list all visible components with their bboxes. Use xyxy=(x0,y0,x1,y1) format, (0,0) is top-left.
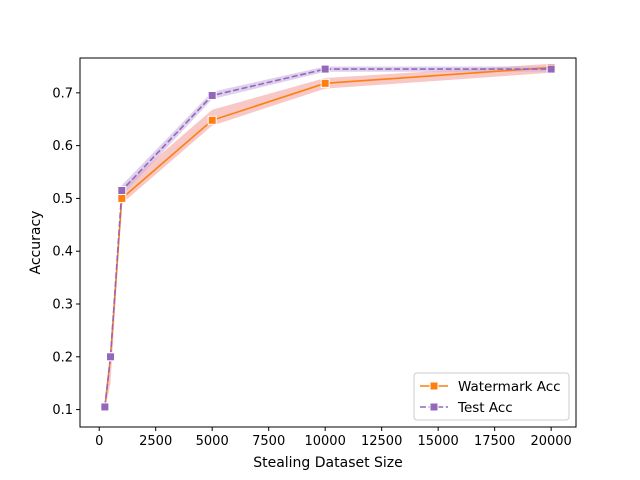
x-tick-label: 12500 xyxy=(361,434,402,449)
legend-label-test-acc: Test Acc xyxy=(457,400,513,416)
watermark-acc-line xyxy=(104,66,552,408)
test-acc-point xyxy=(207,90,217,100)
x-axis-ticks: 0 2500 5000 7500 10000 12500 15000 17500 20000 xyxy=(95,427,572,449)
x-tick-label: 15000 xyxy=(417,434,458,449)
watermark-acc-point xyxy=(207,115,217,125)
series-lines xyxy=(104,66,552,408)
watermark-acc-point xyxy=(117,193,127,203)
y-tick-label: 0.1 xyxy=(52,403,73,418)
legend-label-watermark-acc: Watermark Acc xyxy=(458,379,561,395)
test-acc-point xyxy=(320,64,330,74)
test-acc-line xyxy=(104,68,552,408)
x-tick-label: 17500 xyxy=(474,434,515,449)
y-tick-label: 0.2 xyxy=(52,350,73,365)
test-acc-point xyxy=(100,402,110,412)
x-axis-label: Stealing Dataset Size xyxy=(253,455,403,471)
test-acc-point xyxy=(117,186,127,196)
x-tick-label: 2500 xyxy=(139,434,172,449)
y-axis-label: Accuracy xyxy=(28,211,44,275)
legend: Watermark Acc Test Acc xyxy=(413,372,570,421)
x-tick-label: 20000 xyxy=(530,434,571,449)
y-tick-label: 0.6 xyxy=(52,139,73,154)
test-acc-band xyxy=(104,66,552,410)
x-tick-label: 0 xyxy=(95,434,103,449)
y-tick-label: 0.3 xyxy=(52,298,73,313)
y-tick-label: 0.5 xyxy=(52,192,73,207)
test-acc-point xyxy=(106,352,116,362)
y-tick-label: 0.4 xyxy=(52,245,73,260)
x-tick-label: 10000 xyxy=(304,434,345,449)
y-axis-ticks: 0.1 0.2 0.3 0.4 0.5 0.6 0.7 xyxy=(52,86,80,418)
legend-box xyxy=(413,372,570,421)
test-acc-point xyxy=(546,64,556,74)
x-tick-label: 5000 xyxy=(196,434,229,449)
plot-frame xyxy=(79,57,577,428)
confidence-bands xyxy=(104,63,552,410)
legend-marker-watermark-acc xyxy=(429,381,439,391)
watermark-acc-band xyxy=(104,63,552,410)
legend-marker-test-acc xyxy=(429,402,439,412)
watermark-acc-point xyxy=(320,78,330,88)
y-tick-label: 0.7 xyxy=(52,86,73,101)
series-markers xyxy=(100,63,556,412)
x-tick-label: 7500 xyxy=(252,434,285,449)
